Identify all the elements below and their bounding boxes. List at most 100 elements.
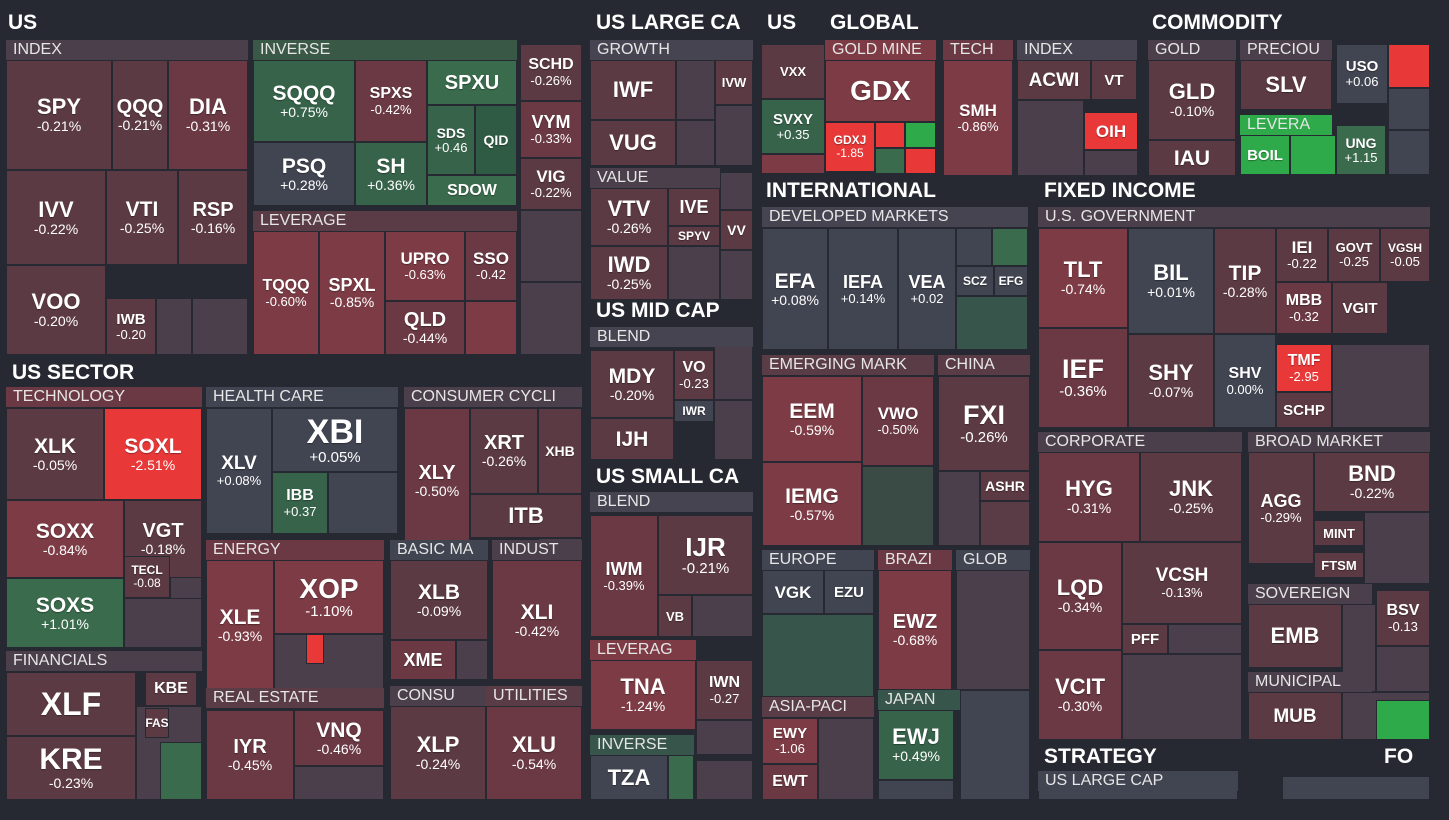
tile-rsp[interactable]: RSP -0.16%: [178, 170, 248, 265]
tile-xlf[interactable]: XLF: [6, 672, 136, 736]
tile-iwd[interactable]: IWD -0.25%: [590, 246, 668, 300]
tile-vv[interactable]: VV: [720, 210, 753, 250]
tile-xlu[interactable]: XLU -0.54%: [486, 706, 582, 800]
tile-vo[interactable]: VO -0.23: [674, 350, 714, 400]
tile-pff[interactable]: PFF: [1122, 624, 1168, 654]
tile-tlt[interactable]: TLT -0.74%: [1038, 228, 1128, 328]
tile-spyv[interactable]: SPYV: [668, 226, 720, 246]
tile-vgk[interactable]: VGK: [762, 570, 824, 614]
tile-xlp[interactable]: XLP -0.24%: [390, 706, 486, 800]
tile-spxl[interactable]: SPXL -0.85%: [319, 231, 385, 355]
tile-shy[interactable]: SHY -0.07%: [1128, 334, 1214, 428]
tile-spxs[interactable]: SPXS -0.42%: [355, 60, 427, 142]
tile-tmf[interactable]: TMF -2.95: [1276, 344, 1332, 392]
tile-scz[interactable]: SCZ: [956, 266, 994, 296]
tile-sqqq[interactable]: SQQQ +0.75%: [253, 60, 355, 142]
tile-xli[interactable]: XLI -0.42%: [492, 560, 582, 680]
tile-xlv[interactable]: XLV +0.08%: [206, 408, 272, 534]
tile-sdow[interactable]: SDOW: [427, 175, 517, 206]
tile-gld[interactable]: GLD -0.10%: [1148, 60, 1236, 140]
tile-sso[interactable]: SSO -0.42: [465, 231, 517, 301]
tile-kre[interactable]: KRE -0.23%: [6, 736, 136, 800]
tile-vug[interactable]: VUG: [590, 120, 676, 166]
tile-iwf[interactable]: IWF: [590, 60, 676, 120]
tile-eem[interactable]: EEM -0.59%: [762, 376, 862, 462]
tile-tip[interactable]: TIP -0.28%: [1214, 228, 1276, 334]
tile-xle[interactable]: XLE -0.93%: [206, 560, 274, 690]
tile-iwr[interactable]: IWR: [674, 400, 714, 422]
tile-voo[interactable]: VOO -0.20%: [6, 265, 106, 355]
tile-ewt[interactable]: EWT: [762, 764, 818, 800]
tile-iwb[interactable]: IWB -0.20: [106, 298, 156, 355]
tile-vb[interactable]: VB: [658, 595, 692, 637]
tile-xly[interactable]: XLY -0.50%: [404, 408, 470, 554]
tile-tqqq[interactable]: TQQQ -0.60%: [253, 231, 319, 355]
tile-gdxj[interactable]: GDXJ -1.85: [825, 122, 875, 172]
tile-fxi[interactable]: FXI -0.26%: [938, 376, 1030, 471]
tile-vnq[interactable]: VNQ -0.46%: [294, 710, 384, 766]
tile-uso[interactable]: USO +0.06: [1336, 44, 1388, 104]
tile-dia[interactable]: DIA -0.31%: [168, 60, 248, 170]
tile-ivv[interactable]: IVV -0.22%: [6, 170, 106, 265]
tile-vtv[interactable]: VTV -0.26%: [590, 188, 668, 246]
tile-vt[interactable]: VT: [1091, 60, 1137, 100]
tile-upro[interactable]: UPRO -0.63%: [385, 231, 465, 301]
tile-soxx[interactable]: SOXX -0.84%: [6, 500, 124, 578]
tile-agg[interactable]: AGG -0.29%: [1248, 452, 1314, 564]
tile-bil[interactable]: BIL +0.01%: [1128, 228, 1214, 334]
tile-bsv[interactable]: BSV -0.13: [1376, 590, 1430, 646]
tile-tna[interactable]: TNA -1.24%: [590, 660, 696, 730]
tile-mdy[interactable]: MDY -0.20%: [590, 350, 674, 418]
tile-vea[interactable]: VEA +0.02: [898, 228, 956, 350]
tile-qqq[interactable]: QQQ -0.21%: [112, 60, 168, 170]
tile-gdx[interactable]: GDX: [825, 60, 936, 122]
tile-kbe[interactable]: KBE: [145, 672, 197, 706]
tile-xlk[interactable]: XLK -0.05%: [6, 408, 104, 500]
tile-schp[interactable]: SCHP: [1276, 392, 1332, 428]
tile-xop[interactable]: XOP -1.10%: [274, 560, 384, 634]
tile-ashr[interactable]: ASHR: [980, 471, 1030, 501]
tile-vxx[interactable]: VXX: [761, 44, 825, 99]
tile-ijh[interactable]: IJH: [590, 418, 674, 460]
tile-bnd[interactable]: BND -0.22%: [1314, 452, 1430, 512]
tile-mub[interactable]: MUB: [1248, 692, 1342, 740]
tile-vig[interactable]: VIG -0.22%: [520, 158, 582, 210]
tile-vcsh[interactable]: VCSH -0.13%: [1122, 542, 1242, 624]
tile-qld[interactable]: QLD -0.44%: [385, 301, 465, 355]
tile-govt[interactable]: GOVT -0.25: [1328, 228, 1380, 282]
tile-ive[interactable]: IVE: [668, 188, 720, 226]
tile-xlb[interactable]: XLB -0.09%: [390, 560, 488, 640]
tile-ewj[interactable]: EWJ +0.49%: [878, 710, 954, 780]
tile-svxy[interactable]: SVXY +0.35: [761, 99, 825, 154]
tile-smh[interactable]: SMH -0.86%: [943, 60, 1013, 176]
tile-ijr[interactable]: IJR -0.21%: [658, 515, 753, 595]
tile-ewy[interactable]: EWY -1.06: [762, 718, 818, 764]
tile-acwi[interactable]: ACWI: [1017, 60, 1091, 100]
tile-vwo[interactable]: VWO -0.50%: [862, 376, 934, 466]
tile-oih[interactable]: OIH: [1084, 112, 1138, 150]
tile-iei[interactable]: IEI -0.22: [1276, 228, 1328, 282]
tile-xbi[interactable]: XBI +0.05%: [272, 408, 398, 472]
tile-iwm[interactable]: IWM -0.39%: [590, 515, 658, 637]
tile-sh[interactable]: SH +0.36%: [355, 142, 427, 206]
tile-xme[interactable]: XME: [390, 640, 456, 680]
tile-tza[interactable]: TZA: [590, 755, 668, 800]
tile-ief[interactable]: IEF -0.36%: [1038, 328, 1128, 428]
tile-itb[interactable]: ITB: [470, 494, 582, 538]
tile-vcit[interactable]: VCIT -0.30%: [1038, 650, 1122, 740]
tile-vgsh[interactable]: VGSH -0.05: [1380, 228, 1430, 282]
tile-qid[interactable]: QID: [475, 105, 517, 175]
tile-soxs[interactable]: SOXS +1.01%: [6, 578, 124, 648]
tile-vti[interactable]: VTI -0.25%: [106, 170, 178, 265]
tile-slv[interactable]: SLV: [1240, 60, 1332, 110]
tile-spy[interactable]: SPY -0.21%: [6, 60, 112, 170]
tile-vym[interactable]: VYM -0.33%: [520, 101, 582, 158]
tile-psq[interactable]: PSQ +0.28%: [253, 142, 355, 206]
tile-iwn[interactable]: IWN -0.27: [696, 660, 753, 720]
tile-hyg[interactable]: HYG -0.31%: [1038, 452, 1140, 542]
tile-schd[interactable]: SCHD -0.26%: [520, 44, 582, 101]
tile-emb[interactable]: EMB: [1248, 604, 1342, 668]
tile-iau[interactable]: IAU: [1148, 140, 1236, 176]
tile-soxl[interactable]: SOXL -2.51%: [104, 408, 202, 500]
tile-efa[interactable]: EFA +0.08%: [762, 228, 828, 350]
